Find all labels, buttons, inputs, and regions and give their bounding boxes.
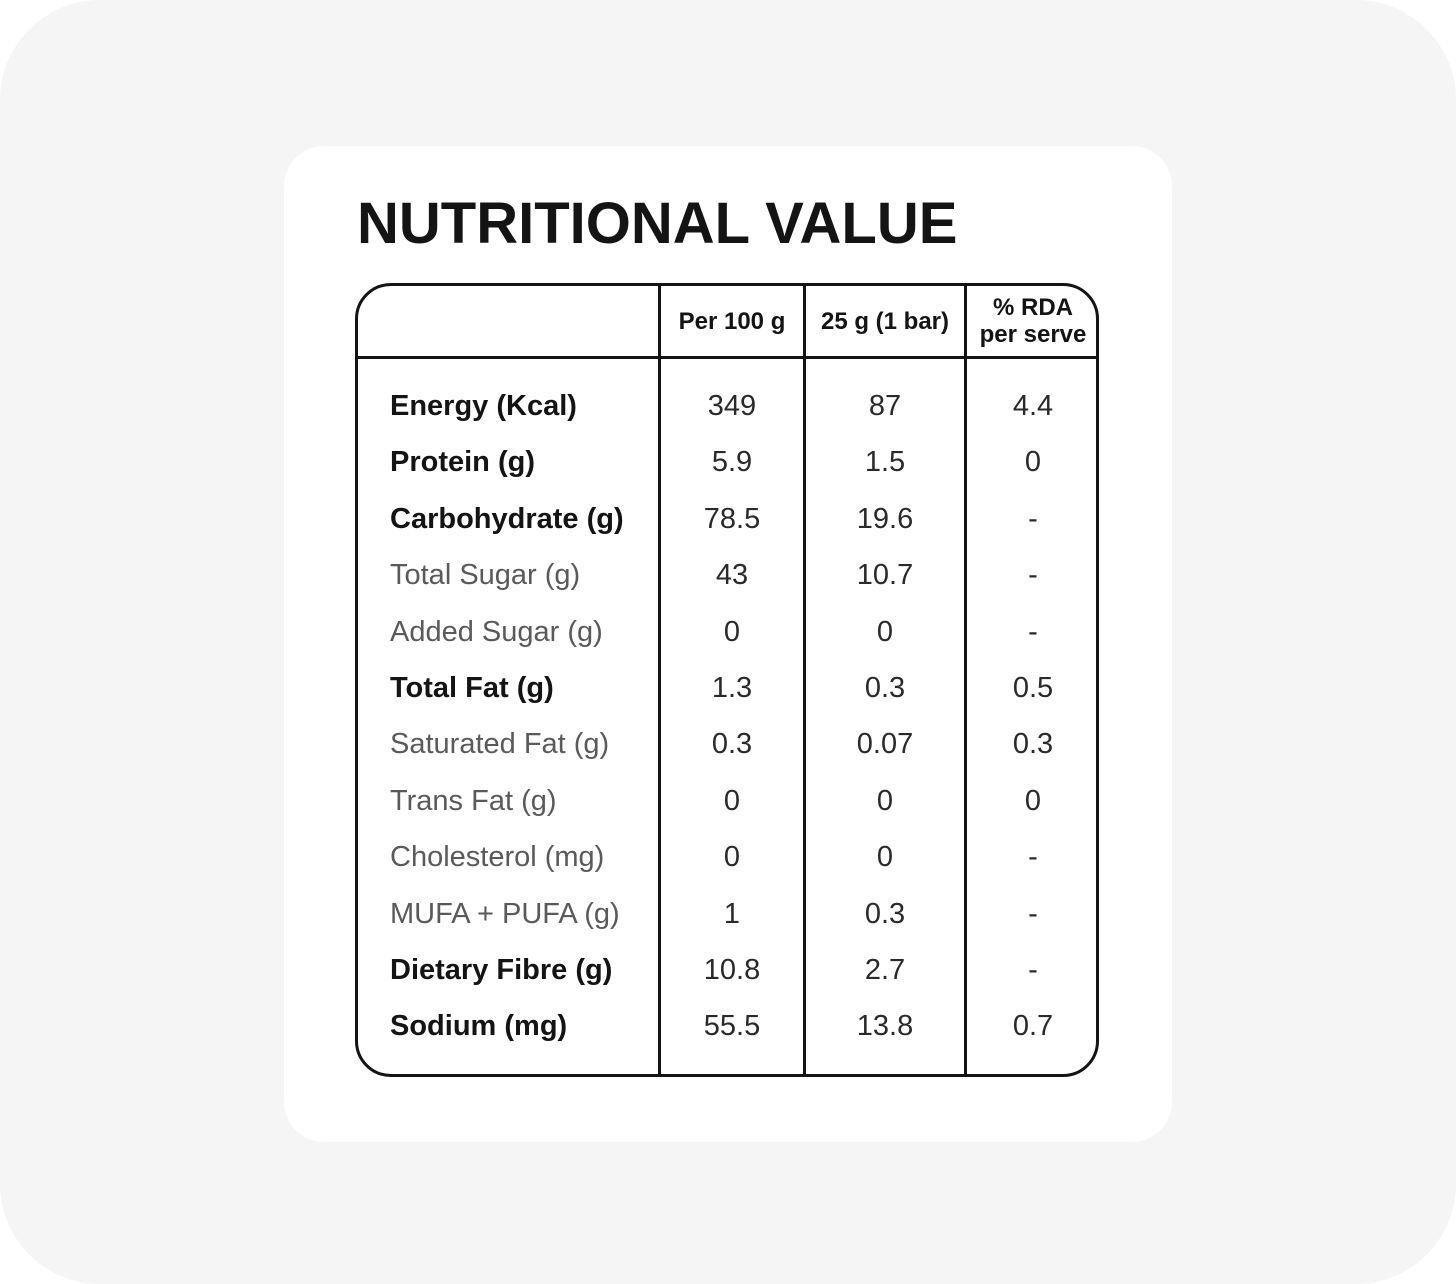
table-row: Sodium (mg) 55.5 13.8 0.7 [358, 998, 1096, 1054]
value-per-100g: 43 [715, 559, 749, 592]
column-header-rda: % RDA per serve [979, 294, 1087, 348]
nutrient-label: Dietary Fibre (g) [390, 954, 613, 986]
table-row: Energy (Kcal) 349 87 4.4 [358, 378, 1096, 434]
nutrient-label: Total Sugar (g) [390, 559, 581, 592]
value-per-bar: 0 [876, 615, 894, 648]
value-rda: - [1028, 615, 1038, 648]
nutrition-card [284, 146, 1172, 1142]
nutrient-label: Sodium (mg) [390, 1010, 568, 1043]
value-per-bar: 1.5 [864, 446, 906, 479]
column-divider [658, 286, 661, 1074]
table-row: Carbohydrate (g) 78.5 19.6 - [358, 491, 1096, 547]
value-per-100g: 349 [707, 390, 757, 422]
value-per-100g: 0 [723, 615, 741, 648]
value-per-100g: 1 [723, 897, 741, 930]
value-per-100g: 55.5 [703, 1010, 761, 1043]
value-per-100g: 10.8 [703, 954, 761, 986]
value-per-bar: 0.07 [856, 728, 914, 761]
value-rda: 0 [1024, 446, 1042, 479]
nutrition-table: Per 100 g 25 g (1 bar) % RDA per serve E… [355, 283, 1099, 1077]
value-per-100g: 0.3 [711, 728, 753, 761]
value-rda: - [1028, 559, 1038, 592]
value-rda: 4.4 [1012, 390, 1054, 422]
value-per-bar: 0.3 [864, 897, 906, 930]
column-divider [803, 286, 806, 1074]
value-per-bar: 13.8 [856, 1010, 914, 1043]
value-per-100g: 0 [723, 784, 741, 817]
table-row: Dietary Fibre (g) 10.8 2.7 - [358, 942, 1096, 998]
table-row: Saturated Fat (g) 0.3 0.07 0.3 [358, 716, 1096, 772]
page-title: NUTRITIONAL VALUE [357, 191, 958, 256]
value-per-bar: 2.7 [864, 954, 906, 986]
value-per-100g: 1.3 [711, 672, 753, 704]
table-row: Total Fat (g) 1.3 0.3 0.5 [358, 660, 1096, 716]
value-rda: 0.3 [1012, 728, 1054, 761]
nutrient-label: Trans Fat (g) [390, 784, 557, 817]
value-rda: - [1028, 954, 1038, 986]
value-per-100g: 78.5 [703, 502, 761, 535]
table-row: Cholesterol (mg) 0 0 - [358, 829, 1096, 885]
table-row: Total Sugar (g) 43 10.7 - [358, 547, 1096, 603]
value-rda: 0 [1024, 784, 1042, 817]
value-per-bar: 0.3 [864, 672, 906, 704]
value-per-bar: 0 [876, 841, 894, 874]
table-row: Protein (g) 5.9 1.5 0 [358, 434, 1096, 490]
value-rda: - [1028, 841, 1038, 874]
value-per-bar: 19.6 [856, 502, 914, 535]
column-divider [964, 286, 967, 1074]
header-divider [358, 356, 1096, 359]
nutrient-label: Carbohydrate (g) [390, 502, 624, 535]
column-header-per-100g: Per 100 g [678, 307, 786, 335]
value-rda: - [1028, 897, 1038, 930]
nutrient-label: MUFA + PUFA (g) [390, 897, 620, 930]
column-header-per-bar: 25 g (1 bar) [820, 307, 950, 335]
nutrient-label: Protein (g) [390, 446, 535, 479]
nutrient-label: Total Fat (g) [390, 672, 554, 704]
value-per-bar: 0 [876, 784, 894, 817]
nutrient-label: Added Sugar (g) [390, 615, 603, 648]
value-per-bar: 10.7 [856, 559, 914, 592]
nutrient-label: Energy (Kcal) [390, 390, 577, 422]
value-rda: 0.5 [1012, 672, 1054, 704]
nutrient-label: Saturated Fat (g) [390, 728, 610, 761]
value-per-bar: 87 [868, 390, 902, 422]
value-rda: 0.7 [1012, 1010, 1054, 1043]
nutrient-label: Cholesterol (mg) [390, 841, 605, 874]
table-row: Trans Fat (g) 0 0 0 [358, 773, 1096, 829]
table-row: MUFA + PUFA (g) 1 0.3 - [358, 886, 1096, 942]
value-rda: - [1028, 502, 1038, 535]
table-row: Added Sugar (g) 0 0 - [358, 604, 1096, 660]
value-per-100g: 0 [723, 841, 741, 874]
value-per-100g: 5.9 [711, 446, 753, 479]
